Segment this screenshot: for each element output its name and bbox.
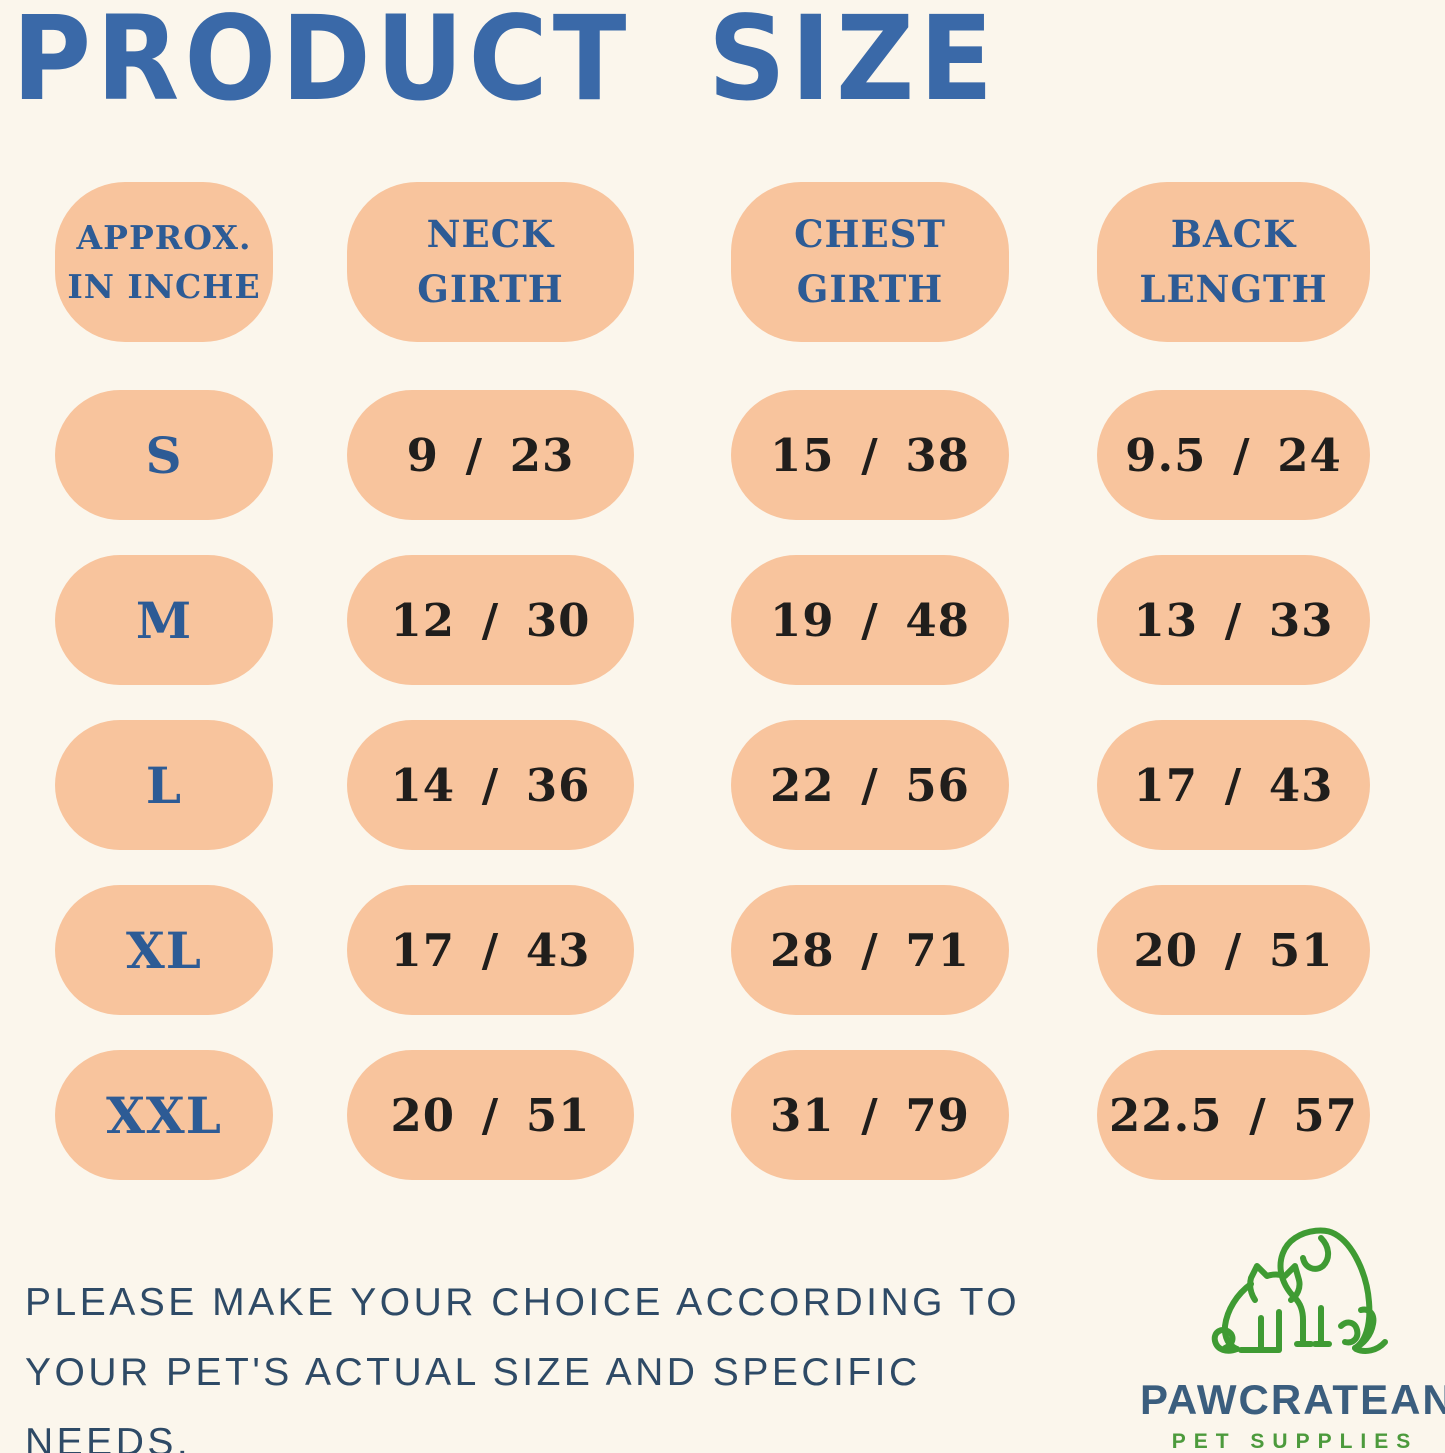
value-pill-back: 20 / 51 bbox=[1097, 885, 1370, 1015]
value-label: 9.5 / 24 bbox=[1125, 428, 1342, 482]
size-advice-note: PLEASE MAKE YOUR CHOICE ACCORDING TO YOU… bbox=[25, 1281, 1021, 1453]
size-pill: L bbox=[55, 720, 273, 850]
brand-tagline: PET SUPPLIES bbox=[1171, 1430, 1419, 1453]
value-label: 20 / 51 bbox=[390, 1088, 591, 1142]
value-label: 20 / 51 bbox=[1133, 923, 1334, 977]
header-label: APPROX. IN INCHE bbox=[67, 217, 261, 307]
value-label: 17 / 43 bbox=[390, 923, 591, 977]
table-row-l: L 14 / 36 22 / 56 17 / 43 bbox=[0, 720, 1445, 850]
value-pill-back: 9.5 / 24 bbox=[1097, 390, 1370, 520]
value-pill-chest: 22 / 56 bbox=[731, 720, 1009, 850]
value-label: 14 / 36 bbox=[390, 758, 591, 812]
header-pill-approx-inches: APPROX. IN INCHE bbox=[55, 182, 273, 342]
header-pill-chest-girth: CHEST GIRTH bbox=[731, 182, 1009, 342]
size-pill: XL bbox=[55, 885, 273, 1015]
value-pill-neck: 20 / 51 bbox=[347, 1050, 634, 1180]
table-row-xl: XL 17 / 43 28 / 71 20 / 51 bbox=[0, 885, 1445, 1015]
size-label: XL bbox=[126, 920, 202, 980]
value-label: 9 / 23 bbox=[406, 428, 575, 482]
brand-name: PAWCRATEAN bbox=[1140, 1376, 1445, 1423]
value-pill-chest: 31 / 79 bbox=[731, 1050, 1009, 1180]
size-label: S bbox=[145, 425, 183, 485]
size-table: APPROX. IN INCHE NECK GIRTH CHEST GIRTH … bbox=[0, 182, 1445, 1180]
header-label: BACK LENGTH bbox=[1139, 211, 1328, 312]
value-label: 19 / 48 bbox=[769, 593, 970, 647]
size-pill: S bbox=[55, 390, 273, 520]
size-pill: XXL bbox=[55, 1050, 273, 1180]
dog-cat-logo-icon bbox=[1211, 1227, 1388, 1354]
header-label: CHEST GIRTH bbox=[794, 211, 946, 312]
value-pill-neck: 17 / 43 bbox=[347, 885, 634, 1015]
table-row-s: S 9 / 23 15 / 38 9.5 / 24 bbox=[0, 390, 1445, 520]
value-label: 13 / 33 bbox=[1133, 593, 1334, 647]
value-pill-neck: 14 / 36 bbox=[347, 720, 634, 850]
brand-block: PAWCRATEAN PET SUPPLIES bbox=[1140, 1222, 1445, 1453]
table-row-xxl: XXL 20 / 51 31 / 79 22.5 / 57 bbox=[0, 1050, 1445, 1180]
value-pill-neck: 12 / 30 bbox=[347, 555, 634, 685]
value-label: 31 / 79 bbox=[769, 1088, 970, 1142]
value-label: 12 / 30 bbox=[390, 593, 591, 647]
table-row-m: M 12 / 30 19 / 48 13 / 33 bbox=[0, 555, 1445, 685]
value-pill-chest: 28 / 71 bbox=[731, 885, 1009, 1015]
value-label: 22 / 56 bbox=[769, 758, 970, 812]
value-pill-chest: 15 / 38 bbox=[731, 390, 1009, 520]
size-pill: M bbox=[55, 555, 273, 685]
value-pill-back: 17 / 43 bbox=[1097, 720, 1370, 850]
header-pill-back-length: BACK LENGTH bbox=[1097, 182, 1370, 342]
value-pill-neck: 9 / 23 bbox=[347, 390, 634, 520]
value-pill-back: 13 / 33 bbox=[1097, 555, 1370, 685]
table-header-row: APPROX. IN INCHE NECK GIRTH CHEST GIRTH … bbox=[0, 182, 1445, 342]
header-label: NECK GIRTH bbox=[417, 211, 564, 312]
value-label: 15 / 38 bbox=[769, 428, 970, 482]
value-label: 17 / 43 bbox=[1133, 758, 1334, 812]
size-label: XXL bbox=[106, 1085, 222, 1145]
size-label: L bbox=[145, 755, 183, 815]
size-label: M bbox=[135, 590, 193, 650]
value-label: 22.5 / 57 bbox=[1109, 1088, 1358, 1142]
value-pill-back: 22.5 / 57 bbox=[1097, 1050, 1370, 1180]
page-title: PRODUCT SIZE bbox=[12, 0, 999, 128]
header-pill-neck-girth: NECK GIRTH bbox=[347, 182, 634, 342]
value-label: 28 / 71 bbox=[769, 923, 970, 977]
value-pill-chest: 19 / 48 bbox=[731, 555, 1009, 685]
